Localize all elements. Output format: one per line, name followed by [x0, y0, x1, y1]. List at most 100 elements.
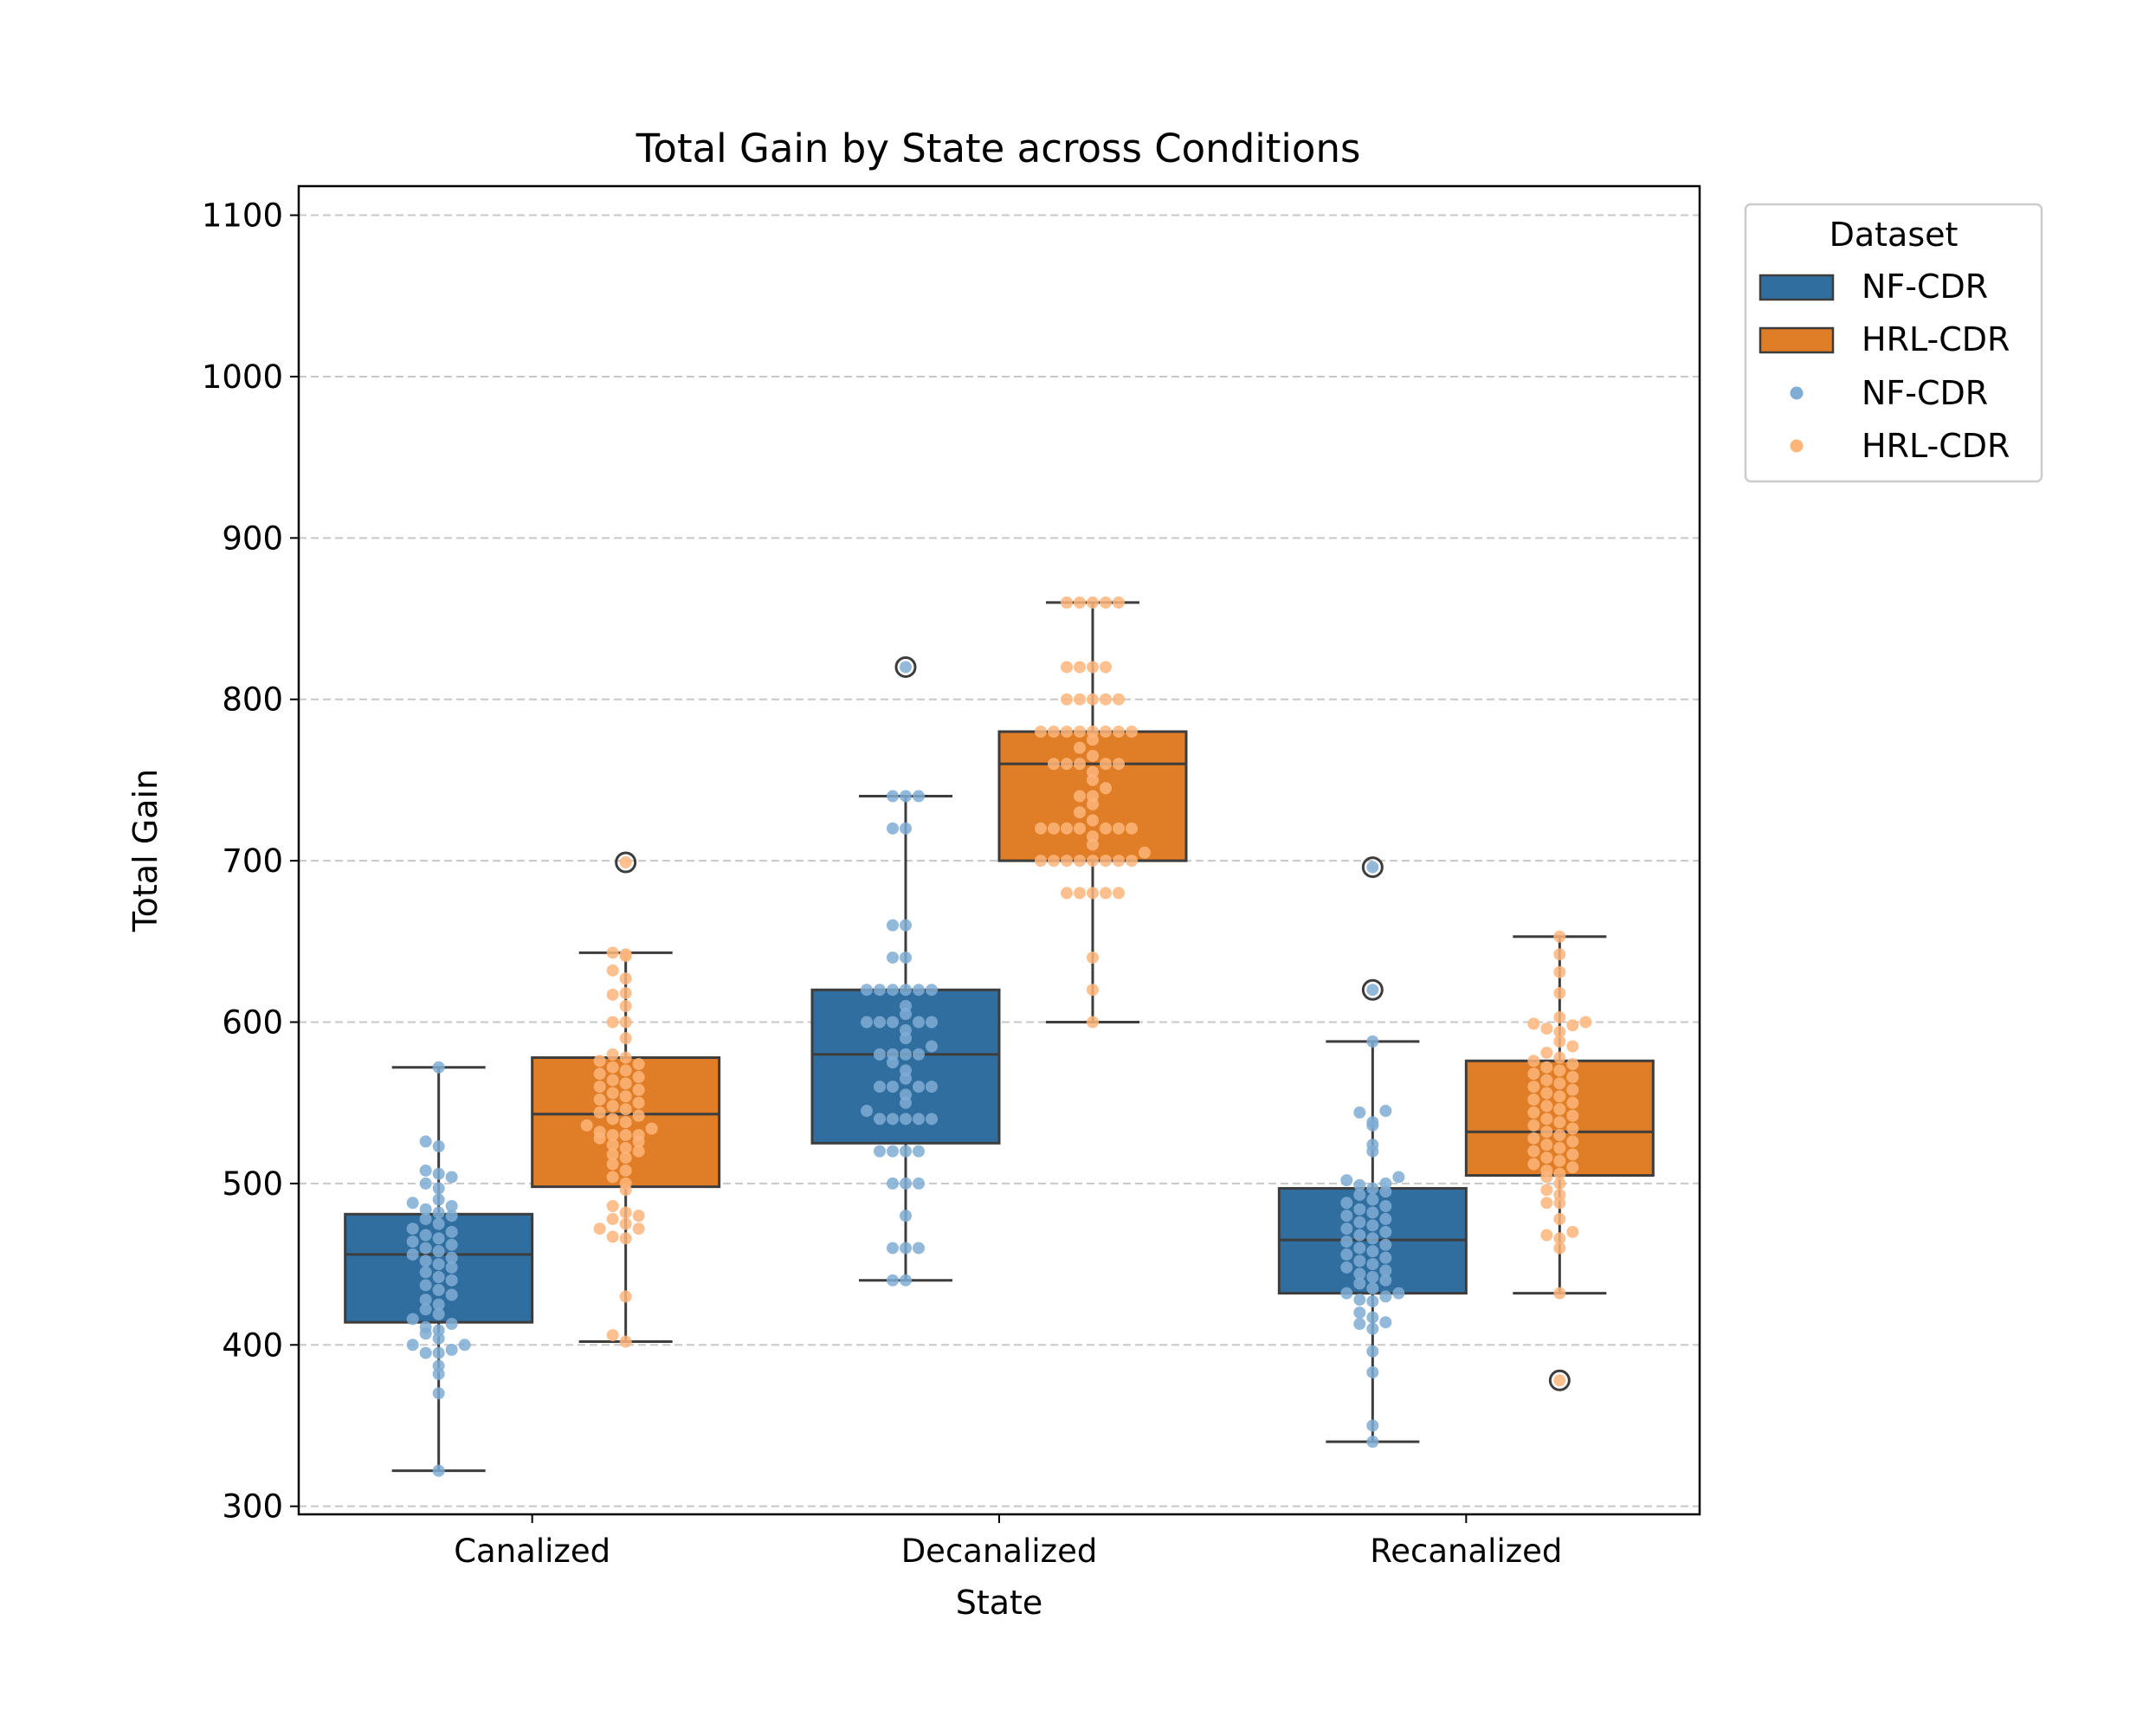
- point-hrl-cdr-decanalized-7: [1113, 887, 1125, 900]
- point-nf-cdr-decanalized-56: [913, 790, 925, 803]
- point-nf-cdr-canalized-33: [406, 1235, 419, 1248]
- point-hrl-cdr-decanalized-20: [1100, 822, 1112, 835]
- point-nf-cdr-canalized-26: [432, 1258, 445, 1271]
- point-hrl-cdr-recanalized-18: [1540, 1152, 1553, 1165]
- point-nf-cdr-decanalized-31: [874, 1048, 886, 1061]
- point-hrl-cdr-recanalized-44: [1527, 1068, 1540, 1081]
- point-nf-cdr-canalized-6: [445, 1343, 458, 1356]
- point-hrl-cdr-recanalized-8: [1540, 1197, 1553, 1210]
- legend-swatch-hrl-cdr: [1759, 326, 1835, 354]
- point-hrl-cdr-decanalized-37: [1113, 758, 1125, 771]
- point-hrl-cdr-canalized-56: [606, 988, 619, 1001]
- point-hrl-cdr-recanalized-1: [1553, 1287, 1566, 1300]
- point-nf-cdr-recanalized-13: [1392, 1287, 1405, 1300]
- point-hrl-cdr-canalized-63: [619, 855, 632, 868]
- point-hrl-cdr-decanalized-40: [1074, 741, 1086, 754]
- point-hrl-cdr-recanalized-35: [1566, 1096, 1579, 1109]
- point-hrl-cdr-decanalized-51: [1074, 693, 1086, 706]
- point-hrl-cdr-decanalized-50: [1087, 693, 1099, 706]
- point-hrl-cdr-decanalized-45: [1061, 726, 1073, 739]
- point-hrl-cdr-canalized-41: [593, 1081, 606, 1094]
- point-nf-cdr-decanalized-13: [900, 1113, 912, 1126]
- point-nf-cdr-canalized-47: [419, 1177, 432, 1190]
- point-nf-cdr-canalized-1: [432, 1387, 445, 1400]
- point-nf-cdr-recanalized-34: [1353, 1216, 1366, 1229]
- point-hrl-cdr-recanalized-4: [1540, 1229, 1553, 1242]
- legend: Dataset NF-CDR HRL-CDR NF-CDR HRL-CDR: [1744, 203, 2043, 483]
- point-nf-cdr-recanalized-22: [1353, 1255, 1366, 1268]
- point-hrl-cdr-canalized-31: [606, 1113, 619, 1126]
- point-hrl-cdr-recanalized-60: [1553, 965, 1566, 978]
- point-nf-cdr-canalized-29: [406, 1248, 419, 1261]
- point-nf-cdr-canalized-36: [445, 1225, 458, 1238]
- point-nf-cdr-recanalized-25: [1366, 1245, 1379, 1258]
- y-tick-label-600: 600: [222, 1004, 283, 1042]
- point-hrl-cdr-decanalized-25: [1035, 822, 1047, 835]
- y-tick-label-800: 800: [222, 681, 283, 719]
- point-hrl-cdr-decanalized-56: [1074, 661, 1086, 674]
- point-nf-cdr-canalized-12: [419, 1320, 432, 1333]
- point-hrl-cdr-decanalized-26: [1087, 814, 1099, 827]
- point-nf-cdr-canalized-27: [419, 1255, 432, 1268]
- point-hrl-cdr-canalized-32: [632, 1109, 645, 1122]
- x-axis-title: State: [956, 1584, 1043, 1622]
- point-hrl-cdr-canalized-0: [619, 1335, 632, 1348]
- point-hrl-cdr-decanalized-29: [1087, 790, 1099, 803]
- point-nf-cdr-canalized-37: [406, 1223, 419, 1236]
- point-nf-cdr-recanalized-52: [1366, 1116, 1379, 1129]
- point-nf-cdr-decanalized-4: [913, 1242, 925, 1255]
- point-nf-cdr-canalized-15: [432, 1307, 445, 1320]
- point-hrl-cdr-decanalized-16: [1139, 846, 1151, 859]
- point-hrl-cdr-canalized-57: [619, 986, 632, 999]
- point-nf-cdr-recanalized-10: [1353, 1294, 1366, 1307]
- point-hrl-cdr-recanalized-31: [1566, 1109, 1579, 1122]
- point-nf-cdr-decanalized-29: [887, 1048, 899, 1061]
- point-nf-cdr-canalized-8: [458, 1339, 471, 1352]
- point-nf-cdr-canalized-52: [419, 1135, 432, 1148]
- point-hrl-cdr-canalized-26: [632, 1128, 645, 1141]
- point-hrl-cdr-recanalized-33: [1553, 1103, 1566, 1116]
- point-hrl-cdr-decanalized-8: [1087, 855, 1099, 868]
- point-hrl-cdr-decanalized-0: [1087, 1016, 1099, 1029]
- point-nf-cdr-recanalized-50: [1366, 1139, 1379, 1152]
- point-hrl-cdr-decanalized-57: [1100, 661, 1112, 674]
- point-hrl-cdr-canalized-44: [632, 1070, 645, 1083]
- point-hrl-cdr-canalized-24: [619, 1128, 632, 1141]
- point-nf-cdr-decanalized-23: [874, 1081, 886, 1094]
- point-hrl-cdr-canalized-18: [606, 1148, 619, 1161]
- point-nf-cdr-decanalized-36: [913, 1016, 925, 1029]
- point-hrl-cdr-canalized-2: [619, 1290, 632, 1303]
- outlier-nf-cdr-recanalized-0: [1361, 856, 1384, 879]
- point-hrl-cdr-decanalized-12: [1113, 855, 1125, 868]
- point-hrl-cdr-decanalized-34: [1074, 758, 1086, 771]
- point-nf-cdr-recanalized-53: [1353, 1106, 1366, 1119]
- point-nf-cdr-recanalized-18: [1353, 1268, 1366, 1281]
- y-tick-label-300: 300: [222, 1488, 283, 1526]
- point-hrl-cdr-recanalized-58: [1553, 1010, 1566, 1023]
- point-hrl-cdr-canalized-51: [606, 1048, 619, 1061]
- point-nf-cdr-recanalized-15: [1353, 1277, 1366, 1290]
- outlier-hrl-cdr-canalized-0: [615, 851, 637, 874]
- point-hrl-cdr-canalized-42: [619, 1077, 632, 1090]
- point-hrl-cdr-decanalized-22: [1113, 822, 1125, 835]
- point-nf-cdr-decanalized-49: [887, 951, 899, 964]
- point-hrl-cdr-recanalized-0: [1553, 1374, 1566, 1387]
- point-nf-cdr-decanalized-21: [887, 1081, 899, 1094]
- point-nf-cdr-decanalized-5: [900, 1210, 912, 1223]
- point-nf-cdr-recanalized-8: [1353, 1307, 1366, 1320]
- point-hrl-cdr-decanalized-6: [1061, 887, 1073, 900]
- point-nf-cdr-decanalized-15: [913, 1113, 925, 1126]
- point-nf-cdr-canalized-49: [432, 1167, 445, 1180]
- point-nf-cdr-decanalized-38: [926, 1016, 938, 1029]
- point-hrl-cdr-decanalized-13: [1048, 855, 1060, 868]
- point-nf-cdr-recanalized-40: [1340, 1197, 1353, 1210]
- point-nf-cdr-canalized-53: [432, 1061, 445, 1074]
- point-hrl-cdr-recanalized-20: [1527, 1145, 1540, 1158]
- point-hrl-cdr-canalized-25: [606, 1128, 619, 1141]
- point-hrl-cdr-recanalized-39: [1566, 1083, 1579, 1096]
- point-nf-cdr-canalized-5: [419, 1346, 432, 1359]
- point-nf-cdr-recanalized-1: [1366, 1419, 1379, 1432]
- point-hrl-cdr-canalized-29: [580, 1119, 593, 1132]
- point-hrl-cdr-canalized-17: [619, 1152, 632, 1165]
- point-hrl-cdr-recanalized-5: [1566, 1225, 1579, 1238]
